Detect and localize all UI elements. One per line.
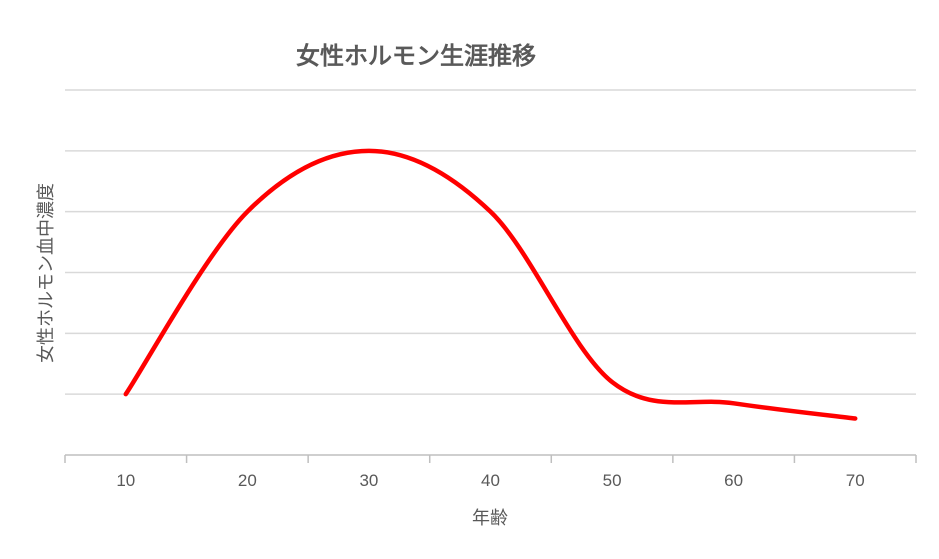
gridlines [65,89,916,395]
y-axis-title: 女性ホルモン血中濃度 [36,183,57,363]
x-axis-title: 年齢 [472,508,508,529]
x-tick-label: 70 [846,471,865,490]
x-tick-label: 30 [359,471,378,490]
x-tick-label: 10 [116,471,135,490]
x-axis: 10 20 30 40 50 60 70 [64,454,917,490]
series-layer [123,148,858,421]
chart-title: 女性ホルモン生涯推移 [296,42,536,70]
x-tick-label: 60 [724,471,743,490]
series-line [123,148,858,421]
x-tick-label: 40 [481,471,500,490]
x-tick-label: 20 [238,471,257,490]
x-tick-label: 50 [603,471,622,490]
